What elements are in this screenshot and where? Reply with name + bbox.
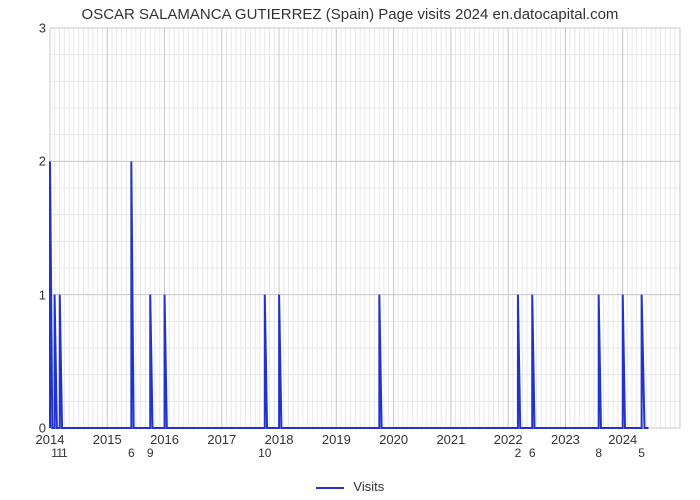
y-tick-label: 1 (26, 287, 46, 302)
spike-value-label: 10 (258, 446, 271, 460)
spike-value-label: 5 (638, 446, 645, 460)
x-tick-label: 2022 (494, 432, 523, 447)
x-tick-label: 2021 (436, 432, 465, 447)
legend: Visits (0, 479, 700, 494)
y-tick-label: 3 (26, 21, 46, 36)
spike-value-label: 6 (128, 446, 135, 460)
spike-value-label: 9 (147, 446, 154, 460)
x-tick-label: 2024 (608, 432, 637, 447)
x-tick-label: 2016 (150, 432, 179, 447)
x-tick-label: 2023 (551, 432, 580, 447)
legend-label: Visits (353, 479, 384, 494)
x-tick-label: 2017 (207, 432, 236, 447)
spike-value-label: 2 (515, 446, 522, 460)
y-tick-label: 2 (26, 154, 46, 169)
x-tick-label: 2014 (36, 432, 65, 447)
x-tick-label: 2019 (322, 432, 351, 447)
plot-area (50, 28, 680, 428)
line-layer (50, 28, 680, 428)
spike-value-label: 6 (529, 446, 536, 460)
chart-title: OSCAR SALAMANCA GUTIERREZ (Spain) Page v… (0, 6, 700, 23)
chart-container: OSCAR SALAMANCA GUTIERREZ (Spain) Page v… (0, 0, 700, 500)
legend-swatch (316, 487, 344, 489)
spike-value-label: 8 (595, 446, 602, 460)
x-tick-label: 2020 (379, 432, 408, 447)
x-tick-label: 2015 (93, 432, 122, 447)
x-tick-label: 2018 (265, 432, 294, 447)
spike-value-label: 1 (61, 446, 68, 460)
